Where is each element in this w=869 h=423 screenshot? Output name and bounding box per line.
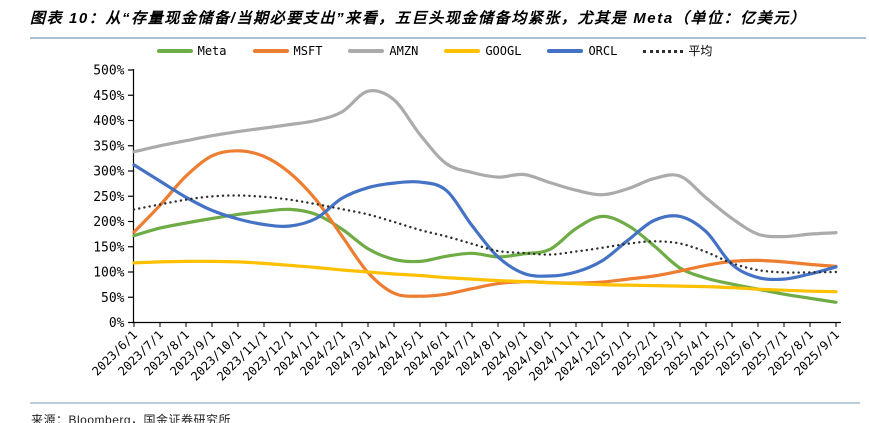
legend-label: Meta — [197, 44, 227, 58]
y-axis-label: 450% — [93, 89, 124, 104]
y-axis-label: 400% — [93, 114, 124, 129]
legend-line-swatch — [252, 49, 289, 53]
y-axis-label: 150% — [93, 240, 124, 255]
y-axis-label: 250% — [93, 190, 124, 205]
legend-label: GOOGL — [485, 44, 522, 58]
bottom-divider — [30, 402, 860, 404]
legend-line-swatch — [156, 49, 193, 53]
y-axis-label: 0% — [109, 316, 125, 331]
legend-item-meta: Meta — [156, 44, 227, 58]
legend-dotted-line-swatch — [643, 50, 684, 53]
source-note: 来源：Bloomberg，国金证券研究所 — [31, 413, 232, 423]
y-axis-label: 50% — [101, 291, 125, 306]
legend-label: ORCL — [588, 44, 618, 58]
legend-label: 平均 — [688, 44, 713, 58]
legend-item-msft: MSFT — [252, 44, 323, 58]
legend-label: MSFT — [293, 44, 323, 58]
title-divider — [30, 37, 866, 39]
legend-line-swatch — [547, 49, 584, 53]
chart-title: 图表 10：从“存量现金储备/当期必要支出”来看，五巨头现金储备均紧张，尤其是 … — [30, 10, 807, 27]
series-line-googl — [132, 259, 838, 294]
y-axis-label: 100% — [93, 266, 124, 281]
legend-label: AMZN — [389, 44, 419, 58]
y-axis-label: 350% — [93, 139, 124, 154]
legend-item-googl: GOOGL — [444, 44, 521, 58]
legend-line-swatch — [444, 49, 481, 53]
series-line-msft — [132, 149, 838, 298]
y-axis-label: 300% — [93, 165, 124, 180]
y-axis-label: 500% — [93, 64, 124, 79]
series-line-meta — [132, 207, 838, 304]
chart-legend: Meta MSFT AMZN GOOGL ORCL 平均 — [0, 43, 869, 59]
series-line-amzn — [132, 89, 838, 239]
legend-item-amzn: AMZN — [348, 44, 418, 58]
legend-item-平均: 平均 — [643, 44, 712, 58]
y-axis-label: 200% — [93, 215, 124, 230]
legend-line-swatch — [348, 49, 385, 53]
series-line-orcl — [132, 163, 838, 282]
legend-item-orcl: ORCL — [547, 44, 617, 58]
